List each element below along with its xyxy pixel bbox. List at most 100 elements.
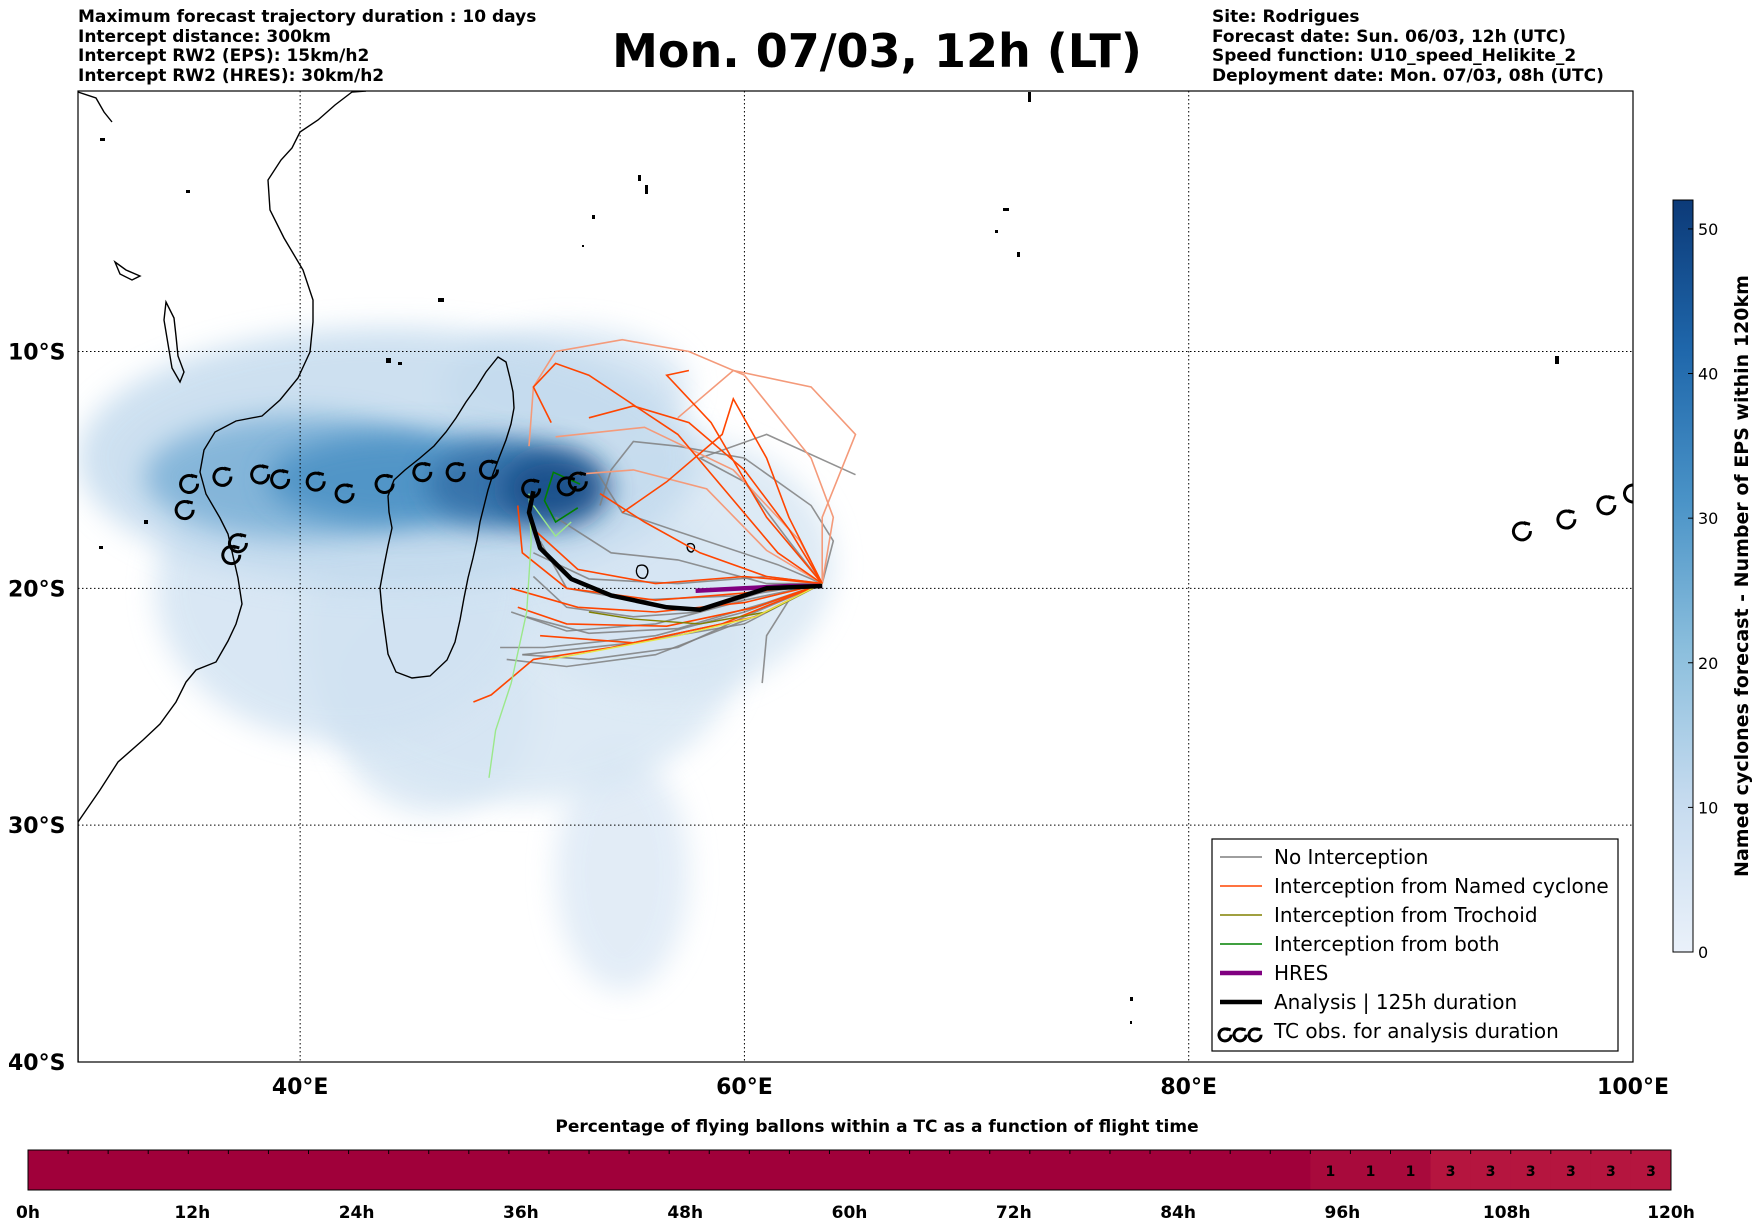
time-bar-value-label: 3 [1446, 1164, 1456, 1180]
header-right-line-1: Site: Rodrigues [1212, 7, 1360, 27]
time-bar-value-label: 1 [1326, 1164, 1336, 1180]
time-bar-segment [1150, 1150, 1191, 1190]
tc-observation-icon [179, 473, 200, 494]
y-tick-label: 20°S [8, 577, 65, 602]
time-bar-segment [348, 1150, 390, 1190]
arabia-coastline [78, 91, 113, 123]
time-bar-value-label: 3 [1486, 1164, 1496, 1180]
tc-symbol-tail [1240, 1027, 1247, 1032]
tc-symbol-arc [1623, 483, 1633, 504]
legend-label: TC obs. for analysis duration [1273, 1019, 1559, 1043]
track-no-interception [594, 469, 823, 585]
time-bar-segment [548, 1150, 590, 1190]
header-left-line-1: Maximum forecast trajectory duration : 1… [78, 7, 537, 27]
tc-symbol-tail [185, 499, 194, 505]
time-bar-tick-label: 0h [16, 1203, 40, 1223]
tc-symbol-arc [521, 478, 542, 499]
header-right: Site: Rodrigues Forecast date: Sun. 06/0… [1212, 7, 1604, 86]
tc-symbol-tail [345, 483, 354, 488]
track-named-cyclone [528, 338, 835, 584]
time-bar-segment [1270, 1150, 1311, 1190]
tc-symbol-tail [1523, 521, 1531, 526]
coastline-layer [78, 91, 696, 1062]
density-blob [555, 754, 689, 991]
africa-coastline [78, 91, 367, 1062]
tc-symbol-arc [374, 474, 395, 494]
flight-time-bar-title: Percentage of flying ballons within a TC… [555, 1117, 1199, 1137]
tc-symbol-arc [1556, 509, 1577, 530]
time-bar-tick-label: 12h [174, 1203, 210, 1223]
track-both [532, 505, 572, 538]
time-bar-value-label: 1 [1366, 1164, 1376, 1180]
tc-symbol-arc [270, 469, 291, 490]
tc-symbol-tail [281, 469, 289, 474]
legend-entry: Interception from Named cyclone [1220, 874, 1609, 898]
track-named-cyclone [665, 369, 823, 585]
time-bar-segment [669, 1150, 710, 1190]
time-bar-segment [1230, 1150, 1271, 1190]
time-bar-segment [589, 1150, 630, 1190]
time-bar-tick-label: 24h [339, 1203, 375, 1223]
time-bar-segment [629, 1150, 670, 1190]
time-bar-segment [1390, 1150, 1432, 1190]
time-bar-segment [709, 1150, 750, 1190]
time-bar-segment [388, 1150, 430, 1190]
x-tick-label: 80°E [1160, 1075, 1217, 1100]
tc-symbol-arc [1511, 521, 1532, 542]
tc-observation-icon [1623, 483, 1641, 504]
mascarene-reunion [635, 564, 649, 579]
header-left: Maximum forecast trajectory duration : 1… [78, 7, 537, 86]
map-legend: No Interception Interception from Named c… [1211, 838, 1619, 1052]
colorbar-tick-label: 40 [1698, 365, 1718, 384]
colorbar-label: Named cyclones forecast - Number of EPS … [1731, 275, 1753, 877]
tc-symbol-tail [532, 478, 540, 484]
track-no-interception [698, 433, 856, 585]
trajectory-layer [473, 338, 857, 778]
time-bar-value-label: 1 [1406, 1164, 1416, 1180]
track-both [543, 471, 581, 524]
track-both [488, 493, 532, 778]
madagascar-coastline [379, 356, 515, 679]
legend-entry: TC obs. for analysis duration [1217, 1019, 1559, 1043]
tc-symbol-arc [250, 464, 271, 485]
track-named-cyclone [532, 528, 823, 585]
time-bar-segment [468, 1150, 510, 1190]
time-bar-tick-label: 36h [503, 1203, 539, 1223]
time-bar-tick-label: 96h [1325, 1203, 1361, 1223]
time-bar-tick-label: 84h [1160, 1203, 1196, 1223]
time-bar-segment [909, 1150, 951, 1190]
tc-observation-icon [1596, 495, 1617, 516]
tc-observation-icon [250, 464, 271, 485]
tc-observation-icon [174, 499, 195, 521]
chart-title: Mon. 07/03, 12h (LT) [612, 24, 1142, 78]
time-bar-segment [1190, 1150, 1231, 1190]
track-named-cyclone [677, 369, 857, 584]
colorbar-tick-label: 0 [1698, 943, 1708, 962]
eps-density-layer [78, 327, 834, 991]
tc-symbol-arc [412, 462, 433, 483]
track-no-interception [555, 516, 823, 585]
map-frame [77, 90, 1634, 1063]
time-bar-frame [27, 1149, 1672, 1191]
time-bar-segment [1069, 1150, 1111, 1190]
tc-symbol-tail [261, 464, 269, 469]
tc-symbol-tail [456, 461, 465, 467]
tc-symbol-tail [490, 459, 498, 465]
colorbar-tick-label: 50 [1698, 220, 1718, 239]
tc-symbol-arc [179, 474, 200, 494]
header-right-line-4: Deployment date: Mon. 07/03, 08h (UTC) [1212, 65, 1604, 86]
time-bar-segment [869, 1150, 911, 1190]
tc-observation-icon [334, 483, 355, 504]
tc-symbol-tail [1255, 1027, 1262, 1032]
x-tick-label: 60°E [716, 1075, 773, 1100]
track-named-cyclone [510, 582, 823, 613]
tc-symbol-tail [1635, 485, 1641, 487]
tc-observation-icon [1511, 521, 1532, 542]
time-bar-tick-label: 108h [1483, 1203, 1531, 1223]
colorbar-gradient [1672, 199, 1694, 953]
time-bar-segment [188, 1150, 229, 1190]
tc-symbol-arc [174, 500, 195, 521]
time-bar-tick-label: 48h [667, 1203, 703, 1223]
track-no-interception [522, 582, 823, 661]
tc-symbol-tail [579, 471, 587, 476]
